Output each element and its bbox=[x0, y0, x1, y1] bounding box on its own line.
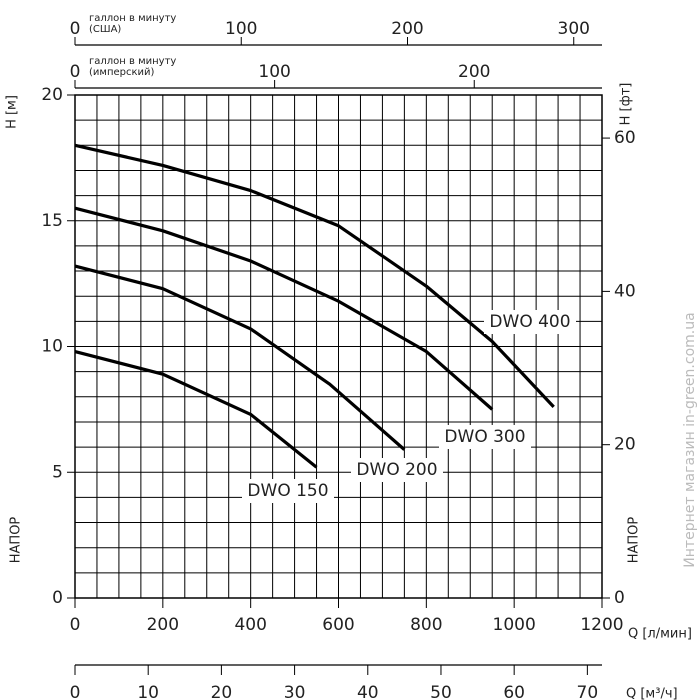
secondary-x-tick-label: 0 bbox=[70, 683, 81, 700]
curve-label-bg bbox=[484, 310, 576, 334]
secondary-x-axis-label: галлон в минуту bbox=[89, 56, 176, 67]
watermark: Интернет магазин in-green.com.ua bbox=[682, 312, 698, 567]
y-tick-label: 10 bbox=[41, 337, 63, 357]
y2-tick-label: 0 bbox=[614, 588, 625, 608]
x-tick-label: 1200 bbox=[580, 615, 623, 635]
y-axis-label: H [м] bbox=[5, 95, 20, 129]
secondary-x-tick-label: 50 bbox=[430, 683, 452, 700]
secondary-x-tick-label: 100 bbox=[258, 62, 290, 82]
curve bbox=[74, 264, 406, 451]
curve-label: DWO 200 bbox=[356, 460, 437, 480]
curve bbox=[74, 143, 555, 408]
x2-axis-label: Q [м³/ч] bbox=[626, 687, 678, 700]
secondary-x-tick-label: 100 bbox=[225, 19, 257, 39]
head-label-right: НАПОР bbox=[627, 517, 642, 564]
x-axis-label: Q [л/мин] bbox=[628, 627, 692, 642]
y-tick-label: 0 bbox=[52, 588, 63, 608]
secondary-x-tick-label: 30 bbox=[284, 683, 306, 700]
curve bbox=[74, 349, 318, 469]
secondary-x-tick-label: 40 bbox=[357, 683, 379, 700]
secondary-x-tick-label: 60 bbox=[503, 683, 525, 700]
secondary-x-tick-label: 70 bbox=[577, 683, 599, 700]
y2-axis-label: H [фт] bbox=[619, 83, 634, 126]
secondary-x-tick-label: 0 bbox=[70, 62, 81, 82]
secondary-x-axis-label: (США) bbox=[89, 24, 121, 35]
secondary-x-tick-label: 20 bbox=[211, 683, 233, 700]
secondary-x-tick-label: 300 bbox=[558, 19, 590, 39]
x-tick-label: 0 bbox=[70, 615, 81, 635]
head-label-left: НАПОР bbox=[9, 517, 24, 564]
secondary-x-tick-label: 10 bbox=[137, 683, 159, 700]
x-tick-label: 600 bbox=[322, 615, 354, 635]
y2-tick-label: 20 bbox=[614, 435, 636, 455]
x-tick-label: 400 bbox=[234, 615, 266, 635]
secondary-x-axis-label: галлон в минуту bbox=[89, 13, 176, 24]
curve bbox=[74, 206, 494, 411]
x-tick-label: 800 bbox=[410, 615, 442, 635]
curve-label: DWO 400 bbox=[489, 312, 570, 332]
secondary-x-axis-label: (имперский) bbox=[89, 67, 155, 78]
x-tick-label: 1000 bbox=[493, 615, 536, 635]
y-tick-label: 15 bbox=[41, 211, 63, 231]
y2-tick-label: 60 bbox=[614, 128, 636, 148]
curve-label-bg bbox=[242, 479, 334, 503]
secondary-x-tick-label: 200 bbox=[391, 19, 423, 39]
x-tick-label: 200 bbox=[147, 615, 179, 635]
y2-tick-label: 40 bbox=[614, 281, 636, 301]
curve-label-bg bbox=[439, 425, 531, 449]
secondary-x-tick-label: 200 bbox=[458, 62, 490, 82]
y-tick-label: 5 bbox=[52, 462, 63, 482]
y-tick-label: 20 bbox=[41, 85, 63, 105]
curve-label: DWO 150 bbox=[247, 481, 328, 501]
curve-label-bg bbox=[351, 458, 443, 482]
secondary-x-tick-label: 0 bbox=[70, 19, 81, 39]
curve-label: DWO 300 bbox=[444, 427, 525, 447]
